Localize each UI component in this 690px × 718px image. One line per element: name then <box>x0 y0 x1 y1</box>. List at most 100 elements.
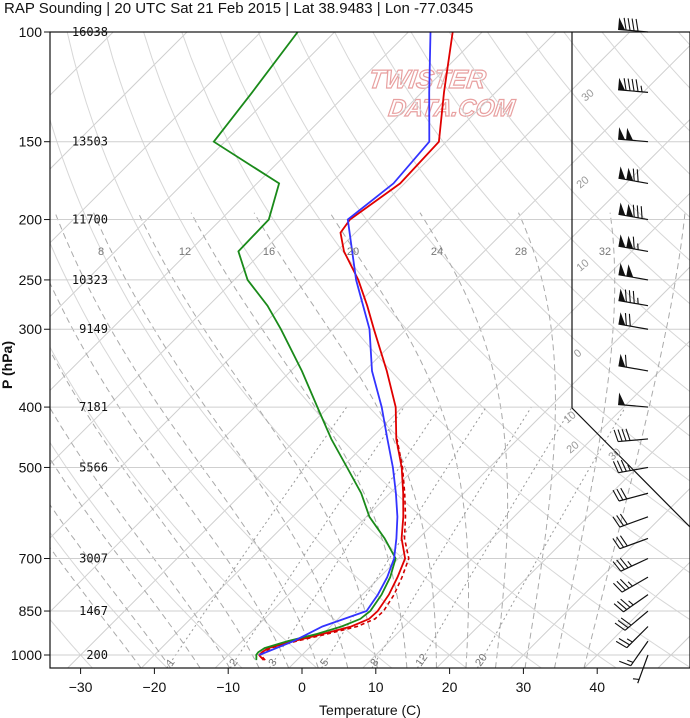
barb-full <box>635 79 639 92</box>
isotherm-grid <box>50 32 690 668</box>
y-tick-label: 500 <box>19 459 43 475</box>
barb-full <box>620 459 627 472</box>
barb-staff <box>618 365 649 372</box>
mixing-ratio-line <box>166 406 348 668</box>
barb-full <box>616 580 626 591</box>
barb-full <box>616 536 625 548</box>
barb-staff <box>619 537 649 550</box>
isotherm-line <box>509 487 690 668</box>
barb-flag <box>618 202 626 216</box>
barb-full <box>623 78 627 91</box>
barb-half <box>627 464 631 471</box>
barb-staff <box>618 438 649 443</box>
barb-flag <box>618 288 626 302</box>
barb-staff <box>618 323 649 330</box>
mixing-ratio-line <box>320 406 487 668</box>
wind-barbs <box>612 17 649 684</box>
height-label: 13503 <box>72 135 108 149</box>
barb-full <box>612 461 619 473</box>
hodo-label: 30 <box>580 87 597 104</box>
barb-full <box>631 78 635 92</box>
x-tick-label: −10 <box>216 679 240 695</box>
barb-full <box>624 289 627 302</box>
height-label: 5566 <box>79 460 108 474</box>
isotherm-line <box>66 44 690 668</box>
barb-full <box>616 460 623 473</box>
dewpoint-line <box>212 32 397 661</box>
barb-full <box>620 487 628 500</box>
dry-adiabat-line <box>486 32 690 262</box>
barb-full <box>623 17 627 31</box>
wind-barb <box>618 262 649 281</box>
mixing-ratio-line <box>371 406 532 668</box>
barb-full <box>632 290 635 304</box>
barb-full <box>632 204 635 218</box>
x-tick-label: 0 <box>298 679 306 695</box>
barb-full <box>617 601 628 610</box>
barb-staff <box>618 89 649 93</box>
dry-adiabat-line <box>66 32 543 668</box>
isotherm-line <box>50 32 410 392</box>
barb-staff <box>624 610 649 631</box>
dry-adiabat-line <box>295 32 690 482</box>
barb-flag <box>618 234 626 248</box>
dry-adiabat-line <box>143 32 690 668</box>
y-axis-label: P (hPa) <box>0 341 15 389</box>
moist-adiabat-line <box>329 212 469 668</box>
y-tick-label: 700 <box>19 550 43 566</box>
mixing-ratio-grid <box>166 406 626 668</box>
barb-full <box>628 290 631 303</box>
barb-half <box>627 581 633 587</box>
barb-staff <box>626 626 649 649</box>
y-tick-label: 300 <box>19 321 43 337</box>
wind-barb <box>612 459 649 474</box>
wind-barb <box>612 487 649 502</box>
barb-full <box>614 622 626 631</box>
isotherm-line <box>214 192 690 668</box>
barb-full <box>628 313 631 327</box>
barb-full <box>618 638 630 646</box>
barb-flag <box>618 353 626 367</box>
wind-barb <box>612 513 649 528</box>
barb-staff <box>618 466 649 474</box>
barb-staff <box>623 594 649 613</box>
barb-full <box>625 428 631 441</box>
barb-full <box>624 313 627 326</box>
mixing-ratio-line <box>229 406 405 668</box>
barb-flag <box>618 77 626 91</box>
wind-barb <box>619 640 649 667</box>
x-axis-label: Temperature (C) <box>319 702 421 718</box>
barb-flag <box>626 203 634 217</box>
moist-adiabat-line <box>50 407 231 668</box>
y-tick-label: 100 <box>19 24 43 40</box>
barb-full <box>627 18 631 31</box>
x-tick-label: 30 <box>516 679 532 695</box>
moist-adiabat-line <box>54 212 319 668</box>
barb-half <box>632 678 640 680</box>
barb-full <box>636 205 639 218</box>
wind-barb <box>618 288 649 307</box>
watermark-line-2: DATA.COM <box>387 95 517 122</box>
dry-adiabat-line <box>50 346 318 668</box>
parcel-line <box>258 32 432 656</box>
mixing-ratio-label: 2 <box>227 657 240 669</box>
barb-full <box>619 660 631 667</box>
barb-full <box>613 582 623 593</box>
moist-adiabat-line <box>50 281 290 668</box>
barb-staff <box>618 403 649 408</box>
dry-adiabat-grid <box>50 32 690 668</box>
wind-barb <box>618 392 649 408</box>
moist-adiabat-line <box>518 212 557 668</box>
isotherm-line <box>50 32 188 170</box>
barb-flag <box>618 166 626 180</box>
barb-full <box>627 78 631 91</box>
hodograph-boundary <box>571 32 690 528</box>
mixing-ratio-line <box>476 406 626 668</box>
barb-half <box>627 659 634 663</box>
theta-e-label: 8 <box>98 246 104 258</box>
dry-adiabat-line <box>257 32 690 528</box>
barb-flag <box>626 167 634 181</box>
height-label: 11700 <box>72 213 108 227</box>
wind-barb <box>618 234 649 253</box>
